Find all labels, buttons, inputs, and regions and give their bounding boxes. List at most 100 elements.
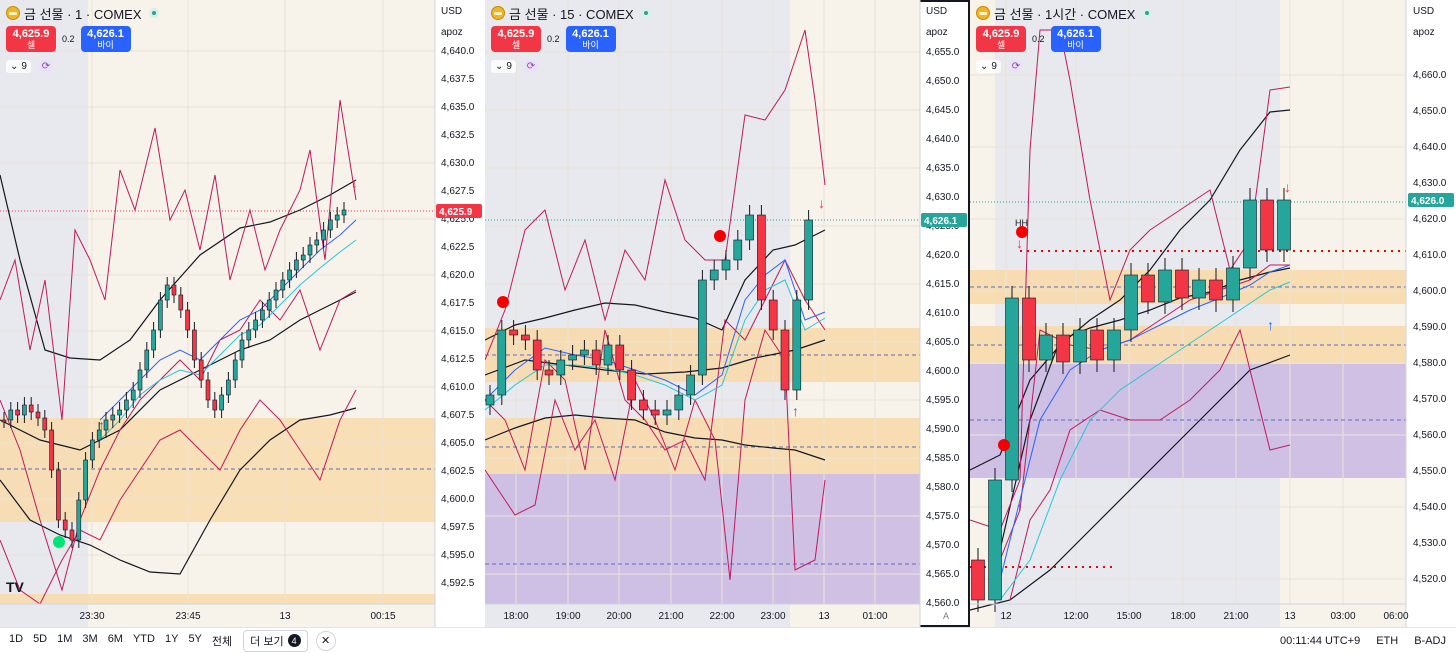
buy-price: 4,626.1 — [572, 28, 609, 40]
candle — [151, 329, 156, 351]
axis-mode-label[interactable]: apoz — [1413, 27, 1435, 38]
buy-button[interactable]: 4,626.1 바이 — [1050, 26, 1101, 52]
svg-text:↓: ↓ — [1284, 179, 1291, 195]
range-button[interactable]: 5Y — [188, 632, 202, 645]
candle — [212, 399, 218, 411]
range-button[interactable]: 1Y — [164, 632, 179, 645]
candle — [334, 214, 340, 221]
candle — [1090, 329, 1104, 361]
candle — [988, 479, 1002, 601]
close-icon[interactable]: ✕ — [315, 630, 336, 651]
chart-pane-15m[interactable]: ↑ ↓ 금 선물 · 15 · COMEX 4,625.9 셀 0.2 4,62… — [485, 0, 970, 627]
candle — [192, 329, 197, 361]
chart-canvas-15m[interactable]: ↑ ↓ — [485, 0, 970, 627]
range-button[interactable]: YTD — [132, 632, 155, 645]
sell-button[interactable]: 4,625.9 셀 — [976, 26, 1026, 52]
buy-button[interactable]: 4,626.1 바이 — [80, 26, 131, 52]
adjustment-toggle[interactable]: B-ADJ — [1414, 634, 1446, 647]
candle — [22, 404, 27, 416]
svg-text:↓: ↓ — [1016, 235, 1023, 251]
candle — [521, 334, 530, 341]
symbol-title[interactable]: 금 선물 · 15 · COMEX — [509, 6, 634, 22]
candle — [1175, 269, 1189, 299]
candle — [686, 374, 695, 396]
candle — [260, 309, 265, 321]
candle — [745, 214, 754, 241]
axis-mode-label[interactable]: apoz — [441, 27, 463, 38]
sync-icon[interactable]: ⟳ — [38, 59, 53, 73]
range-button[interactable]: 6M — [107, 632, 123, 645]
candle — [219, 394, 224, 411]
svg-text:↑: ↑ — [98, 417, 105, 433]
indicators-toggle[interactable]: ⌄ 9 — [6, 59, 31, 73]
spread-value: 0.2 — [62, 34, 75, 44]
more-button[interactable]: 더 보기 4 — [243, 629, 308, 652]
buy-button[interactable]: 4,626.1 바이 — [565, 26, 616, 52]
chart-pane-1m[interactable]: ↑ ↓ TV 금 선물 · 1 · COMEX 4,625.9 셀 0.2 4,… — [0, 0, 485, 627]
candle — [1107, 329, 1121, 361]
candle — [124, 399, 129, 411]
chart-pane-1h[interactable]: HH ↓ ↑ ↑ ↓ 금 선물 · 1시간 · COMEX 4,625.9 셀 … — [970, 0, 1456, 627]
symbol-title[interactable]: 금 선물 · 1 · COMEX — [24, 6, 142, 22]
legend-1m: 금 선물 · 1 · COMEX 4,625.9 셀 0.2 4,626.1 바… — [6, 4, 159, 73]
range-button[interactable]: 3M — [82, 632, 98, 645]
candle — [1226, 267, 1240, 301]
range-button[interactable]: 1D — [9, 632, 24, 645]
axis-mode-label[interactable]: apoz — [926, 27, 948, 38]
symbol-title[interactable]: 금 선물 · 1시간 · COMEX — [994, 6, 1136, 22]
candle — [603, 344, 613, 366]
candle — [103, 419, 109, 431]
candle — [117, 409, 122, 416]
buy-price: 4,626.1 — [87, 28, 124, 40]
indicator-count: 9 — [21, 60, 27, 72]
clock-readout[interactable]: 00:11:44 UTC+9 — [1280, 634, 1361, 647]
sell-price: 4,625.9 — [12, 28, 50, 40]
range-button[interactable]: 전체 — [211, 635, 233, 648]
candle — [1005, 297, 1019, 481]
indicators-toggle[interactable]: ⌄ 9 — [491, 59, 516, 73]
candle — [232, 359, 238, 381]
candle — [497, 329, 507, 396]
candle — [56, 469, 61, 521]
chart-canvas-1m[interactable]: ↑ ↓ TV — [0, 0, 485, 627]
sell-button[interactable]: 4,625.9 셀 — [6, 26, 56, 52]
more-count-badge: 4 — [287, 634, 301, 647]
candle — [266, 299, 272, 311]
sync-icon[interactable]: ⟳ — [1008, 59, 1023, 73]
range-button[interactable]: 5D — [33, 632, 48, 645]
candle — [294, 259, 299, 271]
buy-label: 바이 — [582, 40, 599, 50]
candle — [90, 439, 95, 461]
indicators-toggle[interactable]: ⌄ 9 — [976, 59, 1001, 73]
gold-futures-icon — [491, 6, 505, 20]
candle — [341, 209, 347, 216]
candle — [1277, 199, 1291, 251]
candle — [709, 269, 719, 281]
candle — [171, 284, 177, 296]
sell-button[interactable]: 4,625.9 셀 — [491, 26, 541, 52]
chart-canvas-1h[interactable]: HH ↓ ↑ ↑ ↓ — [970, 0, 1456, 627]
svg-text:↓: ↓ — [818, 195, 825, 211]
chevron-down-icon: ⌄ — [10, 60, 19, 72]
range-button[interactable]: 1M — [57, 632, 73, 645]
session-toggle[interactable]: ETH — [1376, 634, 1399, 647]
sync-icon[interactable]: ⟳ — [523, 59, 538, 73]
range-buttons: 1D 5D 1M 3M 6M YTD 1Y 5Y 전체 — [0, 633, 237, 649]
candle — [1260, 199, 1274, 251]
candle — [556, 359, 566, 376]
indicator-count: 9 — [991, 60, 997, 72]
candle — [1141, 274, 1155, 303]
currency-label[interactable]: USD — [441, 6, 463, 17]
candle — [615, 344, 625, 371]
candle — [757, 214, 766, 301]
currency-label[interactable]: USD — [1413, 6, 1435, 17]
candle — [62, 519, 68, 531]
candle — [178, 294, 184, 311]
svg-text:↑: ↑ — [1267, 317, 1274, 333]
candle — [1056, 334, 1070, 363]
candle — [1, 419, 7, 423]
candle — [804, 219, 813, 301]
candle — [721, 259, 731, 271]
indicator-count: 9 — [506, 60, 512, 72]
currency-label[interactable]: USD — [926, 6, 948, 17]
